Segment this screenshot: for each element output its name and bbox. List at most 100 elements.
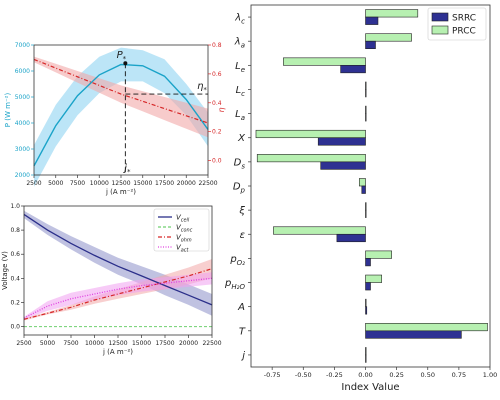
y-tick-label: 0.2: [10, 299, 20, 306]
y-tick-label: 0.4: [10, 275, 20, 282]
y-right-tick-label: 0.2: [212, 129, 222, 136]
category-label-λa-base: λ: [234, 37, 241, 48]
annotation-j-star-sub: *: [127, 168, 131, 176]
annotation-eta-star-sub: *: [203, 86, 207, 94]
legend-label-vohm: Vohm: [176, 234, 192, 244]
category-label-T: T: [239, 326, 246, 337]
efficiency-line: [33, 58, 209, 124]
y-right-tick-label: 0.6: [212, 71, 222, 78]
vcell-line: [23, 213, 213, 306]
category-label-T-base: T: [239, 326, 246, 337]
y-tick-label: 0.8: [10, 227, 20, 234]
voltage-chart: 2500 5000 7500 10000 12500 15000 17500 20000 225…: [1, 203, 222, 356]
category-label-ξ: ξ: [238, 206, 245, 217]
x-tick-label: 0.75: [452, 371, 466, 379]
x-tick-label: 0.00: [358, 371, 372, 379]
x-tick-label: 7500: [70, 180, 85, 187]
category-label-Dp-sub: p: [240, 187, 246, 195]
bar-srrc-Le: [340, 65, 366, 74]
category-label-Le-sub: e: [241, 66, 245, 74]
legend-label-prcc: PRCC: [452, 27, 476, 37]
category-label-La-base: L: [235, 109, 241, 120]
y-right-tick-label: 0.4: [212, 100, 222, 107]
category-label-X: X: [237, 133, 246, 144]
category-label-ξ-base: ξ: [238, 206, 245, 217]
y-tick-label: 0.0: [10, 324, 20, 331]
x-tick-label: 5000: [48, 180, 63, 187]
annotation-p-star-base: P: [117, 50, 124, 61]
x-tick-label: 22500: [198, 180, 217, 187]
x-tick-label: 10000: [90, 180, 109, 187]
legend-label-vconc-sub: conc: [181, 228, 193, 234]
bar-prcc-T: [365, 322, 488, 332]
legend-label-srrc: SRRC: [452, 14, 476, 24]
bar-srrc-pO2: [365, 258, 371, 267]
legend-label-vact-sub: act: [181, 248, 190, 254]
bar-srrc-λc: [365, 16, 379, 25]
annotation-eta-star: η*: [197, 81, 207, 94]
x-tick-label: -0.75: [264, 371, 281, 379]
x-tick-label: 17500: [155, 340, 174, 347]
bar-srrc-j: [365, 354, 367, 363]
bar-prcc-Dp: [358, 178, 366, 187]
legend-label-vconc: Vconc: [176, 224, 193, 234]
y-tick-label: 1.0: [10, 203, 20, 210]
x-tick-label: 20000: [179, 340, 198, 347]
category-label-La-sub: a: [241, 114, 245, 122]
bar-srrc-ξ: [365, 209, 367, 218]
legend-label-vact: Vact: [176, 244, 189, 254]
x-tick-label: 0.50: [421, 371, 435, 379]
bar-prcc-λc: [365, 9, 419, 18]
category-label-λc-sub: c: [241, 18, 245, 26]
annotation-p-star: P*: [117, 50, 127, 63]
category-label-pO2-sub: O₂: [237, 259, 246, 267]
x-tick-label: 2500: [16, 340, 31, 347]
legend-label-vcell-base: V: [176, 214, 182, 222]
y-tick-label: 4000: [15, 120, 30, 127]
annotation-p-star-sub: *: [123, 55, 127, 63]
y-tick-label: 3000: [15, 146, 30, 153]
legend-label-vohm-base: V: [176, 234, 182, 242]
vohm-line: [23, 268, 213, 320]
category-label-λc-base: λ: [234, 13, 241, 24]
category-label-Le-base: L: [235, 61, 241, 72]
x-tick-label: 12500: [108, 340, 127, 347]
category-label-pH2O: pH₂O: [224, 278, 245, 291]
legend-label-vconc-base: V: [176, 224, 182, 232]
category-label-pH2O-base: p: [224, 278, 231, 289]
legend-box: [153, 208, 210, 252]
y-tick-label: 2000: [15, 172, 30, 179]
x-tick-label: 0.25: [389, 371, 403, 379]
legend-label-vcell-sub: cell: [181, 218, 190, 224]
x-tick-label: 5000: [40, 340, 55, 347]
x-tick-label: 12500: [111, 180, 130, 187]
category-label-ε-base: ε: [240, 230, 246, 241]
bar-srrc-Ds: [320, 161, 366, 170]
category-label-pO2: pO₂: [229, 254, 245, 267]
bar-srrc-pH2O: [365, 282, 371, 291]
bar-prcc-ε: [273, 226, 366, 235]
category-label-j-base: j: [240, 350, 245, 361]
category-label-Lc: Lc: [236, 85, 246, 98]
x-tick-label: -0.50: [295, 371, 312, 379]
category-label-pH2O-sub: H₂O: [231, 283, 245, 291]
category-label-La: La: [235, 109, 245, 122]
bar-srrc-La: [365, 113, 367, 122]
bar-prcc-X: [255, 129, 366, 139]
y-axis-label: Voltage (V): [1, 251, 9, 290]
category-label-j: j: [240, 350, 245, 361]
bar-srrc-X: [317, 137, 366, 146]
x-axis-label: Index Value: [341, 382, 399, 393]
x-axis-label: j (A m⁻²): [102, 348, 133, 356]
y-tick-label: 5000: [15, 94, 30, 101]
bar-srrc-A: [365, 306, 368, 315]
y-tick-label: 0.6: [10, 251, 20, 258]
y-right-axis-label: η: [217, 107, 226, 112]
legend-label-vact-base: V: [176, 244, 182, 252]
bar-prcc-λa: [365, 33, 412, 42]
y-tick-label: 7000: [15, 42, 30, 49]
bar-srrc-Lc: [365, 89, 367, 98]
annotation-j-star-base: j: [122, 163, 127, 174]
category-label-Dp-base: D: [233, 182, 241, 193]
